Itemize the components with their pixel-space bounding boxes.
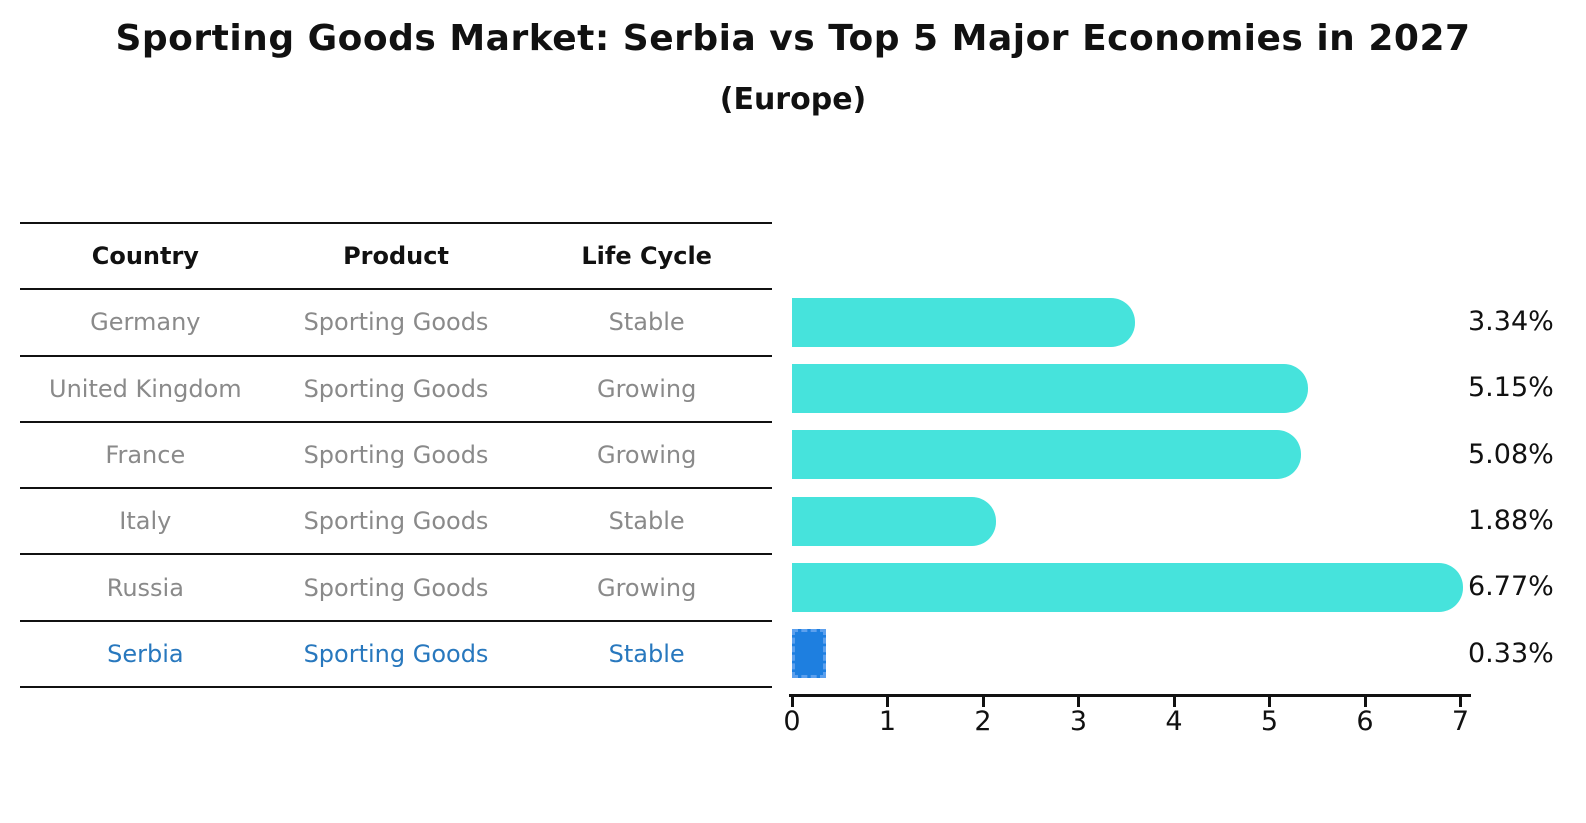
table-header-row: Country Product Life Cycle bbox=[20, 224, 772, 291]
bar-value-label: 5.08% bbox=[1468, 438, 1554, 470]
bar-value-label: 6.77% bbox=[1468, 571, 1554, 603]
x-axis-line bbox=[789, 694, 1471, 697]
bar-france bbox=[792, 430, 1302, 480]
x-axis-tick-label: 6 bbox=[1356, 706, 1374, 737]
bar-russia bbox=[792, 562, 1463, 612]
x-axis-tick bbox=[790, 697, 794, 707]
x-axis-tick-label: 3 bbox=[1069, 706, 1088, 737]
table-row: United Kingdom Sporting Goods Growing bbox=[20, 357, 772, 423]
cell-product: Sporting Goods bbox=[303, 441, 489, 470]
bar-chart-plot-area bbox=[792, 289, 1486, 687]
table-row: Serbia Sporting Goods Stable bbox=[20, 622, 772, 689]
bar-value-label: 0.33% bbox=[1468, 637, 1554, 669]
x-axis-tick bbox=[886, 697, 889, 707]
bar-value-label: 5.15% bbox=[1468, 372, 1554, 404]
cell-country: Germany bbox=[90, 308, 201, 337]
bar-value-label: 1.88% bbox=[1468, 505, 1554, 537]
x-axis-tick bbox=[1363, 697, 1367, 707]
cell-product: Sporting Goods bbox=[303, 374, 489, 403]
cell-country: France bbox=[105, 441, 186, 470]
cell-country: Italy bbox=[119, 507, 172, 536]
bar-germany bbox=[792, 297, 1135, 347]
col-header-life-cycle: Life Cycle bbox=[581, 242, 712, 271]
cell-product: Sporting Goods bbox=[303, 507, 489, 536]
x-axis-tick bbox=[1172, 697, 1176, 707]
x-axis-tick bbox=[1268, 697, 1271, 707]
cell-life-cycle: Stable bbox=[608, 308, 685, 337]
data-table: Country Product Life Cycle Germany Sporti… bbox=[20, 222, 772, 689]
cell-product: Sporting Goods bbox=[303, 308, 489, 337]
cell-product: Sporting Goods bbox=[303, 639, 489, 668]
cell-product: Sporting Goods bbox=[303, 573, 489, 602]
cell-life-cycle: Growing bbox=[596, 573, 697, 602]
x-axis-tick bbox=[1459, 697, 1462, 707]
bar-united-kingdom bbox=[792, 363, 1308, 413]
cell-country: Russia bbox=[106, 573, 184, 602]
chart-subtitle: (Europe) bbox=[719, 82, 867, 117]
table-row: Russia Sporting Goods Growing bbox=[20, 555, 772, 622]
x-axis-tick-label: 4 bbox=[1165, 706, 1183, 737]
cell-life-cycle: Stable bbox=[608, 507, 685, 536]
cell-life-cycle: Growing bbox=[596, 374, 697, 403]
chart-title: Sporting Goods Market: Serbia vs Top 5 M… bbox=[115, 18, 1471, 59]
cell-life-cycle: Stable bbox=[608, 639, 685, 668]
table-row: Italy Sporting Goods Stable bbox=[20, 489, 772, 556]
x-axis-tick-label: 0 bbox=[783, 706, 801, 737]
cell-country: United Kingdom bbox=[49, 374, 242, 403]
cell-life-cycle: Growing bbox=[596, 441, 697, 470]
table-row: France Sporting Goods Growing bbox=[20, 423, 772, 490]
bar-value-label: 3.34% bbox=[1468, 306, 1554, 338]
table-body: Germany Sporting Goods Stable United Kingdo… bbox=[20, 290, 772, 689]
col-header-product: Product bbox=[343, 242, 449, 271]
x-axis-tick-label: 7 bbox=[1451, 706, 1470, 737]
x-axis-tick bbox=[1077, 697, 1080, 707]
x-axis-tick-label: 1 bbox=[878, 706, 897, 737]
bar-serbia bbox=[792, 629, 826, 679]
x-axis-tick-label: 2 bbox=[974, 706, 992, 737]
col-header-country: Country bbox=[91, 242, 199, 271]
table-row: Germany Sporting Goods Stable bbox=[20, 290, 772, 357]
bar-italy bbox=[792, 496, 996, 546]
x-axis-tick bbox=[981, 697, 985, 707]
x-axis-tick-label: 5 bbox=[1260, 706, 1279, 737]
cell-country: Serbia bbox=[107, 639, 184, 668]
